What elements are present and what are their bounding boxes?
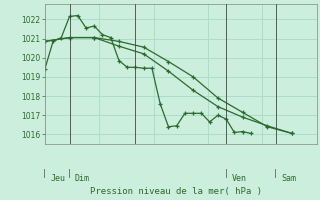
Text: |: | <box>44 169 46 178</box>
Text: |: | <box>225 169 228 178</box>
Text: Sam: Sam <box>281 174 296 183</box>
Text: Jeu: Jeu <box>50 174 65 183</box>
Text: Pression niveau de la mer( hPa ): Pression niveau de la mer( hPa ) <box>90 187 262 196</box>
Text: Dim: Dim <box>75 174 90 183</box>
Text: |: | <box>274 169 277 178</box>
Text: |: | <box>68 169 71 178</box>
Text: Ven: Ven <box>231 174 246 183</box>
